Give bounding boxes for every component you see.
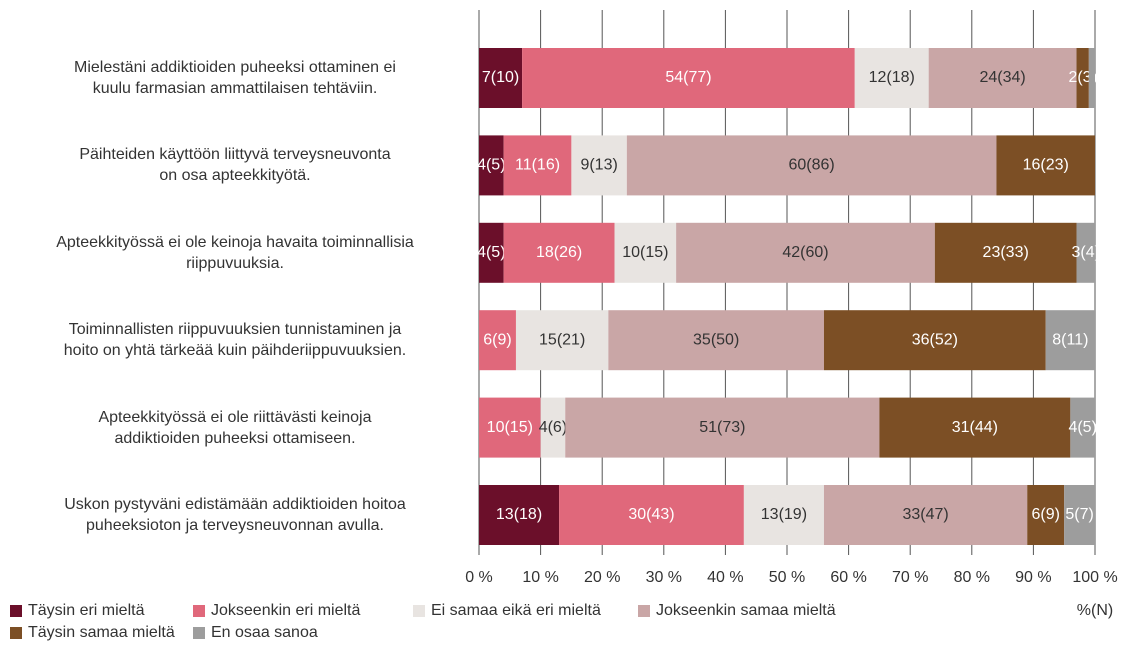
bar-segment [522, 48, 855, 108]
bar-segment [1076, 222, 1095, 283]
value-label: 36(52) [912, 331, 958, 348]
bar-segment [503, 222, 615, 283]
bar-segment [503, 135, 572, 196]
value-label: 60(86) [789, 157, 835, 174]
legend-label: En osaa sanoa [211, 624, 318, 641]
value-label: 4(6) [539, 419, 567, 436]
bar-segment [996, 135, 1095, 196]
value-label: 24(34) [979, 69, 1025, 86]
x-tick-label: 60 % [830, 569, 866, 586]
x-tick-label: 10 % [522, 569, 558, 586]
bar-segment [559, 485, 744, 545]
bar-segment [479, 222, 504, 283]
bar-segment [540, 397, 566, 458]
x-tick-label: 80 % [954, 569, 990, 586]
value-label: 12(18) [869, 69, 915, 86]
legend-label: Jokseenkin eri mieltä [211, 602, 361, 619]
value-label: 6(9) [483, 331, 511, 348]
value-label: 4(5) [1068, 419, 1096, 436]
category-label: Päihteiden käyttöön liittyvä terveysneuv… [79, 146, 391, 185]
value-label: 18(26) [536, 244, 582, 261]
x-tick-label: 40 % [707, 569, 743, 586]
bar-segment [1070, 397, 1095, 458]
bar-segment [515, 310, 609, 371]
category-label: Apteekkityössä ei ole riittävästi keinoj… [98, 408, 372, 447]
bar-segment [571, 135, 627, 196]
value-label: 11(16) [515, 157, 560, 174]
value-label: 30(43) [628, 506, 674, 523]
value-label: 4(5) [477, 244, 505, 261]
category-label: Mielestäni addiktioiden puheeksi ottamin… [74, 59, 396, 97]
value-label: 31(44) [952, 419, 998, 436]
bar-segment [479, 310, 516, 371]
x-tick-label: 100 % [1072, 569, 1117, 586]
bar-segment [1088, 48, 1095, 108]
x-tick-label: 30 % [646, 569, 682, 586]
value-label: 6(9) [1031, 506, 1059, 523]
bar-segment [479, 48, 523, 108]
bar-segment [626, 135, 997, 196]
category-label: Toiminnallisten riippuvuuksien tunnistam… [63, 321, 407, 360]
bar-segment [479, 485, 560, 545]
bar-segment [823, 485, 1028, 545]
value-label: 7(10) [482, 69, 519, 86]
bar-segment [1064, 485, 1095, 545]
value-label: 33(47) [902, 506, 948, 523]
value-label: 5(7) [1065, 506, 1093, 523]
bar-segment [743, 485, 824, 545]
bar-segment [614, 222, 677, 283]
category-label: Apteekkityössä ei ole keinoja havaita to… [56, 233, 414, 272]
bar-segment [934, 222, 1077, 283]
bar-segment [479, 397, 541, 458]
legend-swatch [193, 605, 205, 617]
x-tick-label: 0 % [465, 569, 493, 586]
legend-label: Täysin eri mieltä [28, 602, 145, 619]
value-label: 15(21) [539, 331, 585, 348]
bar-segment [1027, 485, 1065, 545]
legend-label: Täysin samaa mieltä [28, 624, 175, 641]
value-label: 10(15) [622, 244, 668, 261]
bar-segment [676, 222, 935, 283]
value-label: 13(19) [761, 506, 807, 523]
category-label: Uskon pystyväni edistämään addiktioiden … [64, 496, 406, 534]
legend-swatch [193, 627, 205, 639]
bar-segment [1045, 310, 1095, 371]
value-label: 4(5) [477, 157, 505, 174]
bar-segment [823, 310, 1046, 371]
legend-swatch [10, 627, 22, 639]
value-label: 8(11) [1052, 331, 1088, 348]
legend-label: Jokseenkin samaa mieltä [656, 602, 836, 619]
value-label: 3(4) [1072, 244, 1100, 261]
value-label: 16(23) [1023, 157, 1069, 174]
annotation: %(N) [1077, 602, 1113, 619]
value-label: 51(73) [699, 419, 745, 436]
legend-swatch [10, 605, 22, 617]
bar-segment [854, 48, 929, 108]
value-label: 13(18) [496, 506, 542, 523]
bar-segment [1076, 48, 1089, 108]
value-label: 54(77) [665, 69, 711, 86]
value-label: 9(13) [580, 157, 617, 174]
value-label: 42(60) [782, 244, 828, 261]
value-label: 10(15) [487, 419, 533, 436]
legend-swatch [413, 605, 425, 617]
legend-swatch [638, 605, 650, 617]
legend-label: Ei samaa eikä eri mieltä [431, 602, 601, 619]
bar-segment [565, 397, 880, 458]
x-tick-label: 20 % [584, 569, 620, 586]
value-label: 23(33) [983, 244, 1029, 261]
x-tick-label: 70 % [892, 569, 928, 586]
bar-segment [879, 397, 1071, 458]
x-tick-label: 90 % [1015, 569, 1051, 586]
bar-segment [608, 310, 824, 371]
bar-segment [479, 135, 504, 196]
bar-segment [928, 48, 1077, 108]
value-label: 35(50) [693, 331, 739, 348]
x-tick-label: 50 % [769, 569, 805, 586]
